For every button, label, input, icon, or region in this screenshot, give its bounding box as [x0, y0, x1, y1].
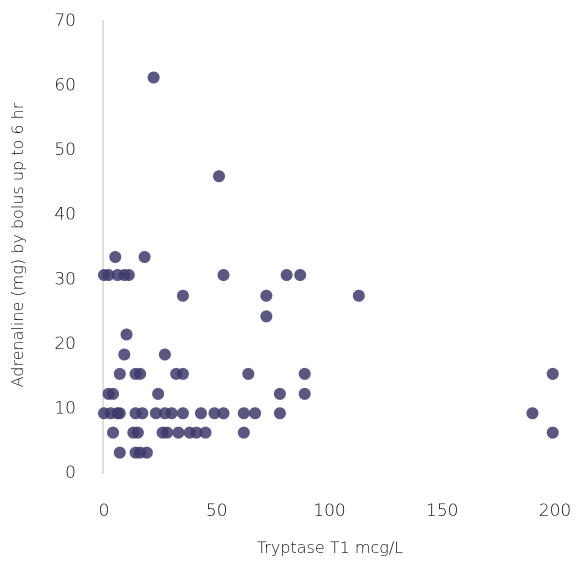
- data-point: [113, 446, 126, 459]
- y-tick-label: 70: [54, 11, 76, 31]
- data-point: [208, 407, 221, 420]
- y-tick-label: 10: [54, 398, 76, 418]
- data-point: [190, 426, 203, 439]
- data-point: [546, 426, 559, 439]
- x-tick-label: 200: [539, 501, 571, 521]
- data-point: [352, 289, 365, 302]
- data-point: [118, 348, 131, 361]
- data-point: [298, 367, 311, 380]
- y-tick-label: 60: [54, 76, 76, 96]
- data-point: [280, 269, 293, 282]
- data-point: [149, 407, 162, 420]
- x-tick-label: 0: [99, 501, 110, 521]
- x-tick-labels: 0 50 100 150 200: [99, 501, 572, 521]
- data-point: [237, 407, 250, 420]
- data-point: [298, 387, 311, 400]
- data-point: [113, 367, 126, 380]
- data-point: [113, 407, 126, 420]
- data-point: [152, 387, 165, 400]
- data-point: [213, 170, 226, 183]
- data-point: [249, 407, 262, 420]
- data-point: [131, 426, 144, 439]
- data-point: [217, 269, 230, 282]
- data-point: [134, 367, 147, 380]
- data-point: [176, 367, 189, 380]
- data-point: [165, 407, 178, 420]
- data-point: [122, 269, 135, 282]
- x-tick-label: 150: [426, 501, 458, 521]
- data-point: [158, 348, 171, 361]
- data-point: [176, 289, 189, 302]
- data-point: [172, 426, 185, 439]
- data-point: [217, 407, 230, 420]
- data-point: [109, 250, 122, 263]
- y-tick-label: 40: [54, 205, 76, 225]
- data-point: [107, 426, 120, 439]
- data-point: [260, 289, 273, 302]
- y-tick-label: 0: [65, 463, 76, 483]
- data-point: [273, 387, 286, 400]
- data-point: [546, 367, 559, 380]
- data-point: [136, 407, 149, 420]
- data-point: [294, 269, 307, 282]
- data-point: [120, 328, 133, 341]
- y-tick-label: 50: [54, 140, 76, 160]
- data-point: [140, 446, 153, 459]
- data-points: [98, 71, 559, 459]
- y-tick-label: 30: [54, 269, 76, 289]
- data-point: [161, 426, 174, 439]
- data-point: [199, 426, 212, 439]
- data-point: [176, 407, 189, 420]
- x-tick-label: 50: [206, 501, 228, 521]
- x-axis-title: Tryptase T1 mcg/L: [257, 538, 403, 557]
- data-point: [526, 407, 539, 420]
- data-point: [237, 426, 250, 439]
- data-point: [147, 71, 160, 84]
- data-point: [260, 310, 273, 323]
- y-axis-title: Adrenaline (mg) by bolus up to 6 hr: [8, 102, 27, 387]
- y-tick-label: 20: [54, 334, 76, 354]
- data-point: [242, 367, 255, 380]
- data-point: [273, 407, 286, 420]
- x-tick-label: 100: [313, 501, 345, 521]
- data-point: [102, 269, 115, 282]
- data-point: [194, 407, 207, 420]
- data-point: [138, 250, 151, 263]
- y-tick-labels: 0 10 20 30 40 50 60 70: [54, 11, 76, 483]
- data-point: [107, 387, 120, 400]
